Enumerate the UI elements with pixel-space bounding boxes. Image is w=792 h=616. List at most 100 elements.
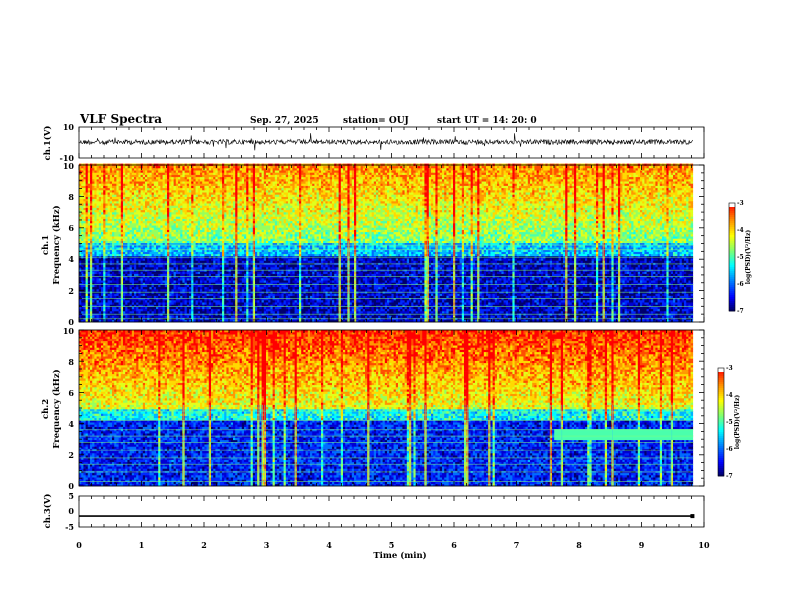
ch1-spec-cell: [400, 315, 403, 318]
ch1-spec-cell: [385, 313, 388, 316]
ch1-spec-cell: [464, 311, 469, 314]
ch1-spec-cell: [471, 287, 474, 290]
ch1-spec-cell: [334, 315, 337, 318]
ch1-spec-cell: [145, 313, 148, 316]
ch1-spec-cell: [541, 313, 544, 316]
ch1-spec-cell: [541, 302, 544, 305]
ch1-spec-cell: [578, 302, 583, 305]
ch1-spec-cell: [200, 302, 203, 305]
ch1-spec-cell: [407, 307, 410, 310]
ch1-spec-cell: [598, 296, 601, 299]
ch1-spec-cell: [545, 289, 548, 292]
ch1-spec-cell: [620, 287, 623, 290]
ch1-spec-cell: [596, 309, 599, 312]
ch1-spec-cell: [369, 313, 372, 316]
ch1-spec-cell: [497, 311, 500, 314]
ch1-spec-cell: [270, 289, 277, 292]
ch1-spec-cell: [488, 302, 491, 305]
ch1-spec-cell: [160, 296, 165, 299]
ch1-spec-cell: [193, 313, 196, 316]
ch1-spec-cell: [424, 287, 427, 290]
ch1-spec-cell: [662, 315, 665, 318]
ch1-spec-cell: [561, 313, 564, 316]
ch1-spec-cell: [462, 300, 465, 303]
ch1-spec-cell: [495, 315, 498, 318]
ch1-spec-cell: [196, 302, 199, 305]
ch1-spec-cell: [539, 311, 542, 314]
ch1-spec-cell: [625, 309, 628, 312]
ch1-spec-cell: [171, 309, 176, 312]
ch1-spec-cell: [424, 315, 427, 318]
ch1-spec-cell: [365, 307, 370, 310]
ch1-spec-cell: [149, 311, 152, 314]
ch1-spec-cell: [499, 285, 502, 288]
figure-title: VLF Spectra: [79, 112, 162, 126]
ch1-spec-cell: [156, 296, 159, 299]
ch1-spec-cell: [669, 296, 672, 299]
ch1-spec-cell: [457, 293, 460, 296]
ch1-spec-cell: [325, 289, 330, 292]
ch1-spec-cell: [141, 311, 148, 314]
ch1-spec-cell: [156, 307, 159, 310]
ch1-spec-cell: [605, 309, 608, 312]
ch1-spec-cell: [471, 309, 474, 312]
ch1-spec-cell: [526, 313, 533, 316]
ch1-spec-cell: [671, 285, 674, 288]
ch1-spec-cell: [561, 287, 564, 290]
ch1-spec-cell: [620, 289, 625, 292]
ch1-spec-cell: [501, 289, 508, 292]
ch1-spec-cell: [517, 285, 522, 288]
ch1-spec-cell: [94, 307, 97, 310]
ch1-spec-cell: [275, 302, 278, 305]
ch1-spec-cell: [633, 307, 636, 310]
ch1-spec-cell: [378, 309, 381, 312]
ch1-spec-cell: [193, 307, 196, 310]
ch1-spec-cell: [314, 287, 317, 290]
ch1-spec-cell: [200, 311, 207, 314]
ch1-spec-cell: [486, 300, 489, 303]
ch1-spec-cell: [207, 311, 212, 314]
ch1-spec-cell: [534, 300, 537, 303]
ch1-spec-cell: [361, 289, 366, 292]
ch1-spec-cell: [493, 296, 496, 299]
ch1-spec-cell: [101, 287, 104, 290]
ch1-spec-cell: [418, 300, 421, 303]
ch1-spec-cell: [508, 309, 513, 312]
ch1-spec-cell: [444, 315, 447, 318]
ch1-spec-cell: [297, 280, 300, 283]
ch1-spec-cell: [81, 280, 84, 283]
ch1-spec-cell: [312, 311, 317, 314]
ch1-spec-cell: [552, 311, 555, 314]
ch1-spec-cell: [226, 287, 229, 290]
ch1-spec-cell: [420, 300, 423, 303]
ch1-spec-cell: [262, 289, 267, 292]
ch1-spec-cell: [455, 293, 458, 296]
ch1-spec-cell: [81, 293, 86, 296]
ch1-spec-cell: [400, 285, 403, 288]
ch1-spec-cell: [677, 287, 680, 290]
ch1-spec-cell: [607, 293, 610, 296]
ch1-spec-cell: [541, 300, 544, 303]
ch1-spec-cell: [182, 289, 185, 292]
ch1-spec-cell: [686, 315, 689, 318]
ch1-spec-cell: [215, 289, 218, 292]
ch1-spec-cell: [343, 315, 348, 318]
ch1-spec-cell: [163, 311, 166, 314]
ch1-spec-cell: [506, 313, 509, 316]
ch1-spec-cell: [684, 300, 687, 303]
ch1-spec-cell: [295, 300, 298, 303]
ch1-spec-cell: [457, 309, 462, 312]
ch1-spec-cell: [138, 307, 141, 310]
ch1-spec-cell: [642, 296, 645, 299]
ch1-spec-cell: [625, 315, 628, 318]
ch1-spec-cell: [620, 296, 623, 299]
ch1-spec-cell: [213, 311, 216, 314]
ch1-spec-cell: [563, 309, 566, 312]
ch1-spec-cell: [554, 302, 559, 305]
ch1-spec-cell: [559, 309, 564, 312]
ch1-spec-cell: [493, 289, 496, 292]
ch1-spec-cell: [270, 300, 275, 303]
ch1-spec-cell: [658, 307, 661, 310]
ch1-spec-cell: [449, 289, 452, 292]
ch1-spec-cell: [600, 287, 603, 290]
